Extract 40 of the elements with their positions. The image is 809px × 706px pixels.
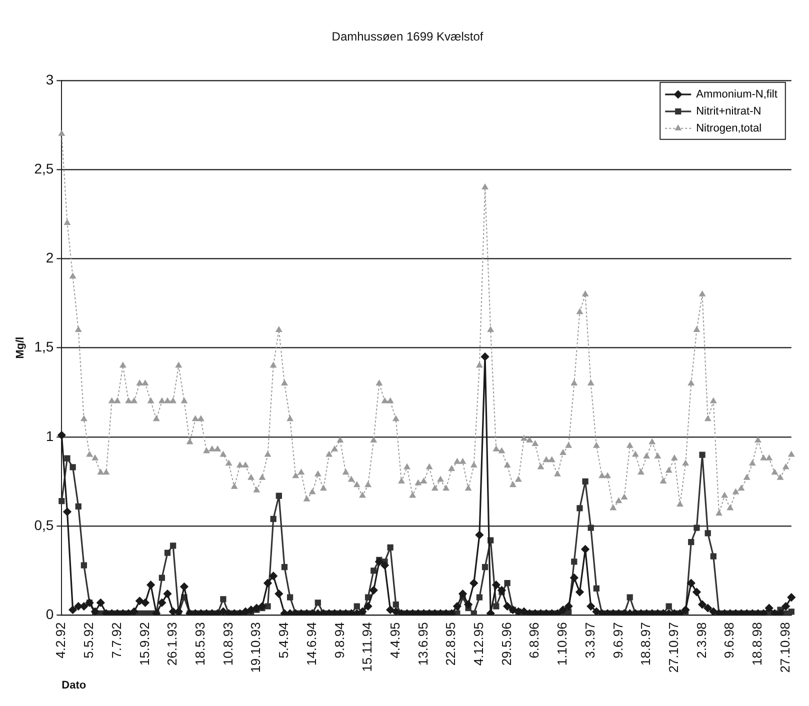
y-axis-title: Mg/l (14, 336, 27, 359)
x-tick-label: 9.8.94 (332, 622, 347, 658)
x-tick-label: 19.10.93 (248, 622, 264, 673)
x-tick-label: 26.1.93 (164, 622, 180, 666)
x-tick-label: 27.10.98 (777, 622, 792, 673)
x-tick-label: 4.4.95 (387, 622, 402, 658)
x-tick-label: 14.6.94 (304, 622, 319, 666)
y-tick-label: 3 (46, 71, 54, 88)
x-tick-label: 7.7.92 (108, 622, 124, 658)
legend-label: Nitrit+nitrat-N (696, 105, 762, 118)
x-tick-label: 18.8.97 (638, 622, 654, 666)
x-tick-label: 5.4.94 (276, 622, 292, 658)
x-tick-label: 4.12.95 (471, 622, 486, 666)
y-tick-label: 1,5 (34, 338, 54, 355)
x-tick-label: 27.10.97 (666, 622, 681, 673)
x-tick-label: 6.8.96 (526, 622, 542, 658)
x-tick-label: 1.10.96 (554, 622, 570, 666)
x-tick-label: 18.5.93 (192, 622, 208, 666)
x-tick-label: 13.6.95 (415, 622, 430, 666)
legend-label: Ammonium-N,filt (696, 88, 778, 100)
y-tick-label: 2 (46, 250, 54, 266)
x-tick-label: 9.6.98 (722, 622, 737, 658)
y-tick-label: 0 (46, 606, 54, 622)
x-tick-label: 18.8.98 (750, 622, 765, 666)
x-tick-label: 22.8.95 (443, 622, 458, 666)
legend-label: Nitrogen,total (696, 122, 762, 134)
y-tick-label: 1 (46, 428, 54, 444)
x-tick-label: 2.3.98 (694, 622, 709, 658)
x-tick-label: 15.9.92 (136, 622, 152, 666)
x-tick-label: 5.5.92 (81, 622, 96, 658)
x-tick-label: 3.3.97 (582, 622, 598, 658)
x-axis-title: Dato (62, 679, 86, 692)
x-tick-label: 10.8.93 (220, 622, 236, 666)
x-tick-label: 15.11.94 (360, 622, 375, 672)
chart-title: Damhussøen 1699 Kvælstof (332, 30, 484, 44)
x-tick-label: 4.2.92 (53, 622, 68, 658)
x-tick-label: 29.5.96 (498, 622, 514, 666)
y-tick-label: 2,5 (34, 160, 54, 176)
y-tick-label: 0,5 (34, 516, 54, 533)
x-tick-label: 9.6.97 (610, 622, 626, 658)
